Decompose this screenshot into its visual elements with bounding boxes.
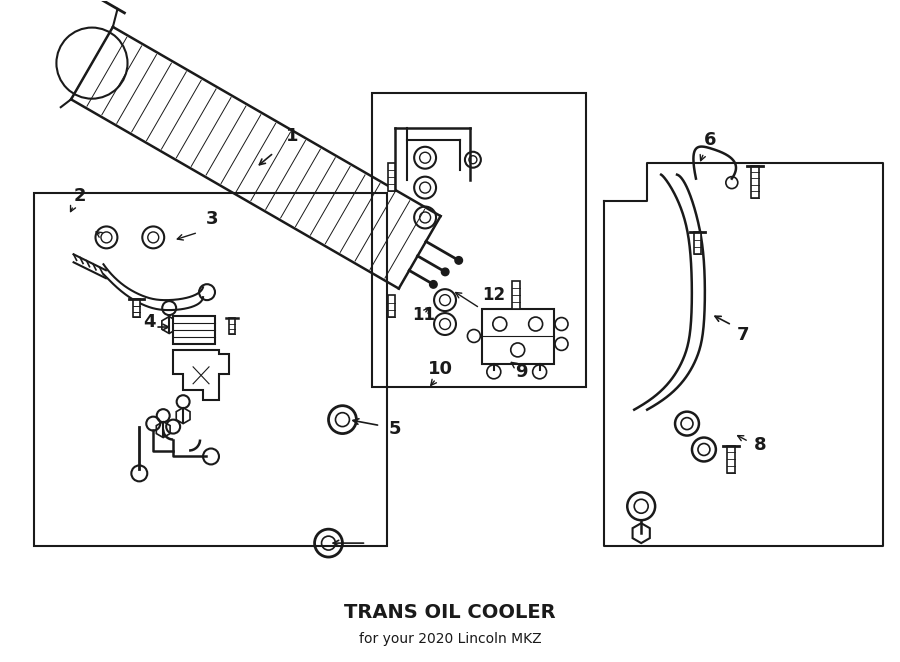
Text: TRANS OIL COOLER: TRANS OIL COOLER <box>344 603 556 622</box>
Text: 5: 5 <box>388 420 400 438</box>
Text: 3: 3 <box>206 211 219 228</box>
Bar <box>173 316 215 344</box>
Text: 7: 7 <box>737 326 750 344</box>
Bar <box>727 446 734 473</box>
Text: for your 2020 Lincoln MKZ: for your 2020 Lincoln MKZ <box>359 632 541 645</box>
Text: 1: 1 <box>285 127 298 145</box>
Bar <box>388 163 395 191</box>
Bar <box>229 318 235 334</box>
Text: 10: 10 <box>428 360 453 378</box>
Text: 8: 8 <box>753 436 766 453</box>
Bar <box>482 309 554 364</box>
Text: 9: 9 <box>515 363 527 381</box>
Text: 6: 6 <box>704 131 716 149</box>
Text: 4: 4 <box>143 313 156 331</box>
Bar <box>751 166 759 197</box>
Bar <box>133 299 140 317</box>
Bar <box>694 232 701 254</box>
Bar <box>34 193 387 546</box>
Text: 11: 11 <box>412 306 436 324</box>
Bar <box>373 93 587 387</box>
Circle shape <box>429 281 437 288</box>
Text: 12: 12 <box>482 286 505 304</box>
Polygon shape <box>173 350 229 400</box>
Bar <box>388 295 395 317</box>
Circle shape <box>454 257 463 264</box>
Text: 2: 2 <box>74 187 86 205</box>
Bar <box>512 281 519 309</box>
Circle shape <box>441 268 449 275</box>
